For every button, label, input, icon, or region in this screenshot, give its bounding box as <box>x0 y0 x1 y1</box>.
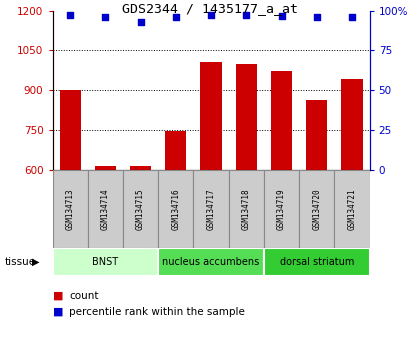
Bar <box>264 170 299 248</box>
Bar <box>200 62 222 170</box>
Bar <box>60 90 81 170</box>
Bar <box>165 131 186 170</box>
Text: GDS2344 / 1435177_a_at: GDS2344 / 1435177_a_at <box>122 2 298 15</box>
Point <box>349 14 355 20</box>
Text: ▶: ▶ <box>32 257 39 267</box>
Text: dorsal striatum: dorsal striatum <box>280 257 354 267</box>
Bar <box>306 99 327 170</box>
Text: nucleus accumbens: nucleus accumbens <box>163 257 260 267</box>
Bar <box>52 170 88 248</box>
Text: GSM134713: GSM134713 <box>66 188 75 230</box>
Text: percentile rank within the sample: percentile rank within the sample <box>69 307 245 316</box>
Text: GSM134714: GSM134714 <box>101 188 110 230</box>
Text: GSM134719: GSM134719 <box>277 188 286 230</box>
Bar <box>158 170 194 248</box>
Point <box>208 12 215 17</box>
Bar <box>264 248 370 276</box>
Text: GSM134718: GSM134718 <box>242 188 251 230</box>
Text: GSM134716: GSM134716 <box>171 188 180 230</box>
Text: ■: ■ <box>52 307 63 316</box>
Bar <box>228 170 264 248</box>
Bar <box>158 248 264 276</box>
Bar <box>52 248 158 276</box>
Point <box>102 14 109 20</box>
Text: GSM134717: GSM134717 <box>207 188 215 230</box>
Point <box>243 12 249 17</box>
Bar <box>334 170 370 248</box>
Text: GSM134720: GSM134720 <box>312 188 321 230</box>
Bar <box>271 71 292 170</box>
Text: ■: ■ <box>52 291 63 301</box>
Point <box>278 13 285 19</box>
Point <box>313 14 320 20</box>
Bar <box>236 64 257 170</box>
Bar <box>341 79 362 170</box>
Bar <box>299 170 334 248</box>
Point <box>137 19 144 24</box>
Text: count: count <box>69 291 99 301</box>
Point <box>67 12 74 18</box>
Bar <box>194 170 228 248</box>
Text: tissue: tissue <box>4 257 35 267</box>
Text: GSM134715: GSM134715 <box>136 188 145 230</box>
Bar <box>95 166 116 170</box>
Text: BNST: BNST <box>92 257 118 267</box>
Bar <box>88 170 123 248</box>
Bar <box>123 170 158 248</box>
Point <box>173 14 179 20</box>
Bar <box>130 166 151 170</box>
Text: GSM134721: GSM134721 <box>347 188 357 230</box>
